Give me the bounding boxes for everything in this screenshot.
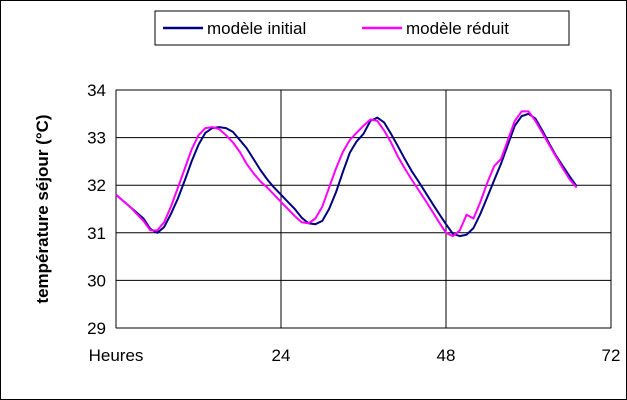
tick-labels: 29 30 31 32 33 34 Heures 24 48 72 [87, 81, 620, 365]
series-line-1 [115, 110, 578, 238]
y-axis-title: température séjour (°C) [33, 114, 52, 303]
x-tick-label: Heures [89, 346, 144, 365]
x-tick-label: 24 [272, 346, 291, 365]
legend: modèle initial modèle réduit [154, 10, 570, 46]
gridlines [115, 89, 612, 329]
y-tick-label: 29 [87, 319, 106, 338]
y-tick-label: 31 [87, 224, 106, 243]
legend-label-1: modèle réduit [406, 19, 509, 38]
y-tick-label: 33 [87, 129, 106, 148]
y-tick-label: 34 [87, 81, 106, 100]
x-tick-label: 48 [437, 346, 456, 365]
y-tick-label: 30 [87, 271, 106, 290]
legend-label-0: modèle initial [207, 19, 306, 38]
x-tick-label: 72 [602, 346, 621, 365]
plot-area [115, 89, 612, 329]
series-lines [115, 110, 578, 238]
series-line-0 [115, 112, 578, 238]
y-tick-label: 32 [87, 176, 106, 195]
